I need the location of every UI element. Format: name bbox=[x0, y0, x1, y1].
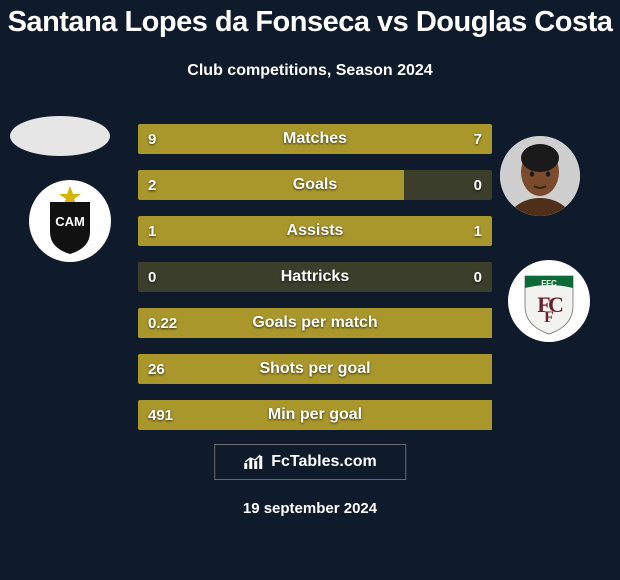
chart-icon bbox=[243, 454, 263, 470]
portrait-icon bbox=[500, 136, 580, 216]
stat-row: 20Goals bbox=[138, 170, 492, 200]
bar-left-fill bbox=[138, 354, 492, 384]
page-title: Santana Lopes da Fonseca vs Douglas Cost… bbox=[0, 6, 620, 39]
svg-text:FFC: FFC bbox=[541, 279, 557, 288]
bar-left-fill bbox=[138, 124, 404, 154]
bar-track bbox=[138, 262, 492, 292]
stats-bars: 97Matches 20Goals 11Assists 00Hattricks 0.22… bbox=[138, 124, 492, 446]
date-text: 19 september 2024 bbox=[0, 500, 620, 517]
svg-text:F: F bbox=[544, 309, 554, 326]
bar-right-fill bbox=[315, 216, 492, 246]
stat-row: 491Min per goal bbox=[138, 400, 492, 430]
stat-row: 26Shots per goal bbox=[138, 354, 492, 384]
page-subtitle: Club competitions, Season 2024 bbox=[0, 62, 620, 80]
bar-left-fill bbox=[138, 170, 404, 200]
stat-row: 00Hattricks bbox=[138, 262, 492, 292]
bar-right-fill bbox=[404, 124, 493, 154]
bar-left-fill bbox=[138, 308, 492, 338]
club-crest-right: FFC F C F bbox=[508, 260, 590, 342]
stat-row: 11Assists bbox=[138, 216, 492, 246]
watermark-text: FcTables.com bbox=[271, 453, 377, 471]
stat-row: 97Matches bbox=[138, 124, 492, 154]
svg-text:CAM: CAM bbox=[55, 214, 85, 229]
watermark: FcTables.com bbox=[214, 444, 406, 480]
player-avatar-right bbox=[500, 136, 580, 216]
club-crest-left: CAM bbox=[29, 180, 111, 262]
bar-left-fill bbox=[138, 400, 492, 430]
bar-left-fill bbox=[138, 216, 315, 246]
stat-row: 0.22Goals per match bbox=[138, 308, 492, 338]
player-avatar-left bbox=[10, 116, 110, 156]
